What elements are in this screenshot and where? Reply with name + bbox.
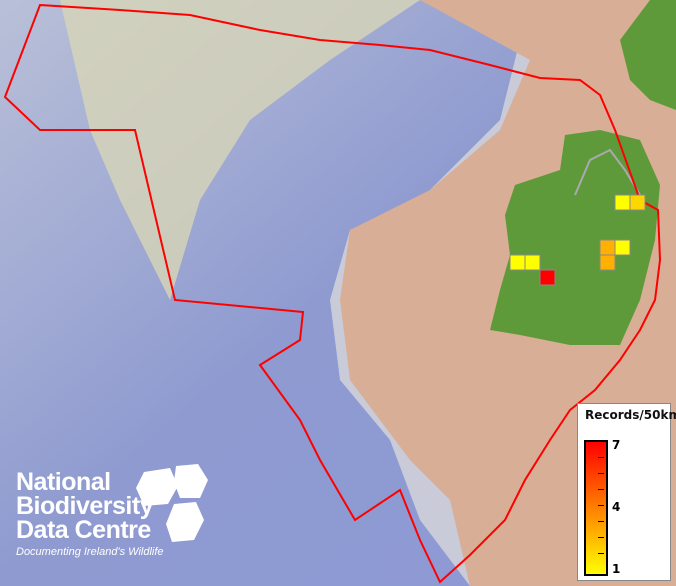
- border-line: [574, 148, 641, 196]
- record-cell[interactable]: [599, 254, 616, 271]
- land-ireland: [490, 130, 660, 345]
- boundary-line: [3, 3, 662, 584]
- legend-color-ramp: [584, 440, 608, 576]
- shallow-shelf: [60, 0, 420, 300]
- record-cell[interactable]: [614, 239, 631, 256]
- legend: Records/50km 7 4 1: [577, 403, 676, 581]
- record-cell[interactable]: [509, 254, 526, 271]
- legend-mid-label: 4: [612, 500, 621, 514]
- legend-tick: [598, 473, 604, 474]
- logo-hexagons-icon: [136, 464, 208, 542]
- legend-tick: [598, 489, 604, 490]
- record-cell[interactable]: [524, 254, 541, 271]
- land-britain: [620, 0, 676, 110]
- logo-line-3: Data Centre: [16, 516, 151, 544]
- legend-min-label: 1: [612, 562, 621, 576]
- legend-tick: [598, 521, 604, 522]
- record-cell[interactable]: [539, 269, 556, 286]
- legend-tick: [598, 553, 604, 554]
- logo-tagline: Documenting Ireland's Wildlife: [16, 546, 164, 558]
- record-cell[interactable]: [614, 194, 631, 211]
- legend-tick: [598, 457, 604, 458]
- record-cell[interactable]: [629, 194, 646, 211]
- logo-line-2: Biodiversity: [16, 492, 154, 520]
- record-cells: [509, 194, 646, 286]
- nbdc-logo: National Biodiversity Data Centre Docume…: [16, 464, 208, 558]
- legend-title: Records/50km: [585, 408, 676, 422]
- legend-tick: [598, 537, 604, 538]
- record-cell[interactable]: [599, 239, 616, 256]
- legend-tick: [598, 505, 604, 506]
- logo-line-1: National: [16, 468, 111, 496]
- legend-max-label: 7: [612, 438, 621, 452]
